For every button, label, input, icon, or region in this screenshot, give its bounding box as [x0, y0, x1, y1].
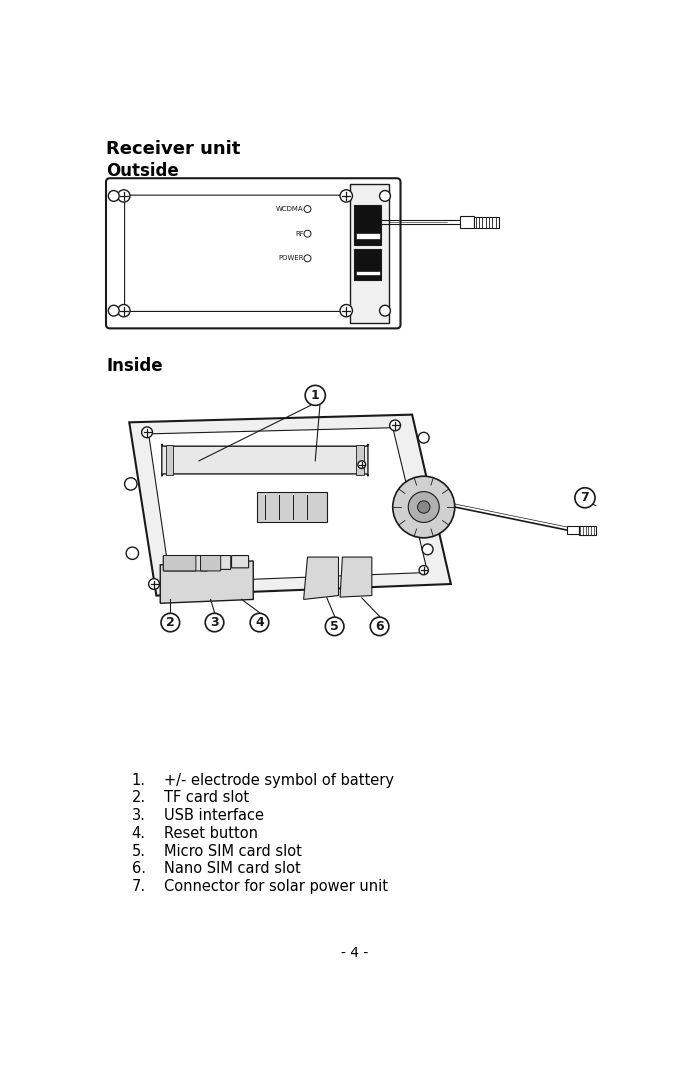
Text: Outside: Outside [106, 162, 179, 181]
FancyBboxPatch shape [106, 178, 401, 329]
Bar [354, 249, 381, 280]
Text: TF card slot: TF card slot [164, 790, 249, 805]
Circle shape [161, 613, 179, 631]
Circle shape [389, 421, 401, 431]
Text: 6: 6 [376, 619, 384, 632]
Circle shape [118, 305, 130, 317]
Circle shape [419, 565, 428, 575]
Text: Micro SIM card slot: Micro SIM card slot [164, 843, 302, 858]
Circle shape [304, 205, 311, 213]
Circle shape [419, 432, 429, 443]
Bar [579, 525, 596, 535]
Circle shape [325, 617, 344, 636]
Text: WCDMA: WCDMA [276, 206, 304, 212]
Circle shape [380, 190, 390, 201]
Circle shape [148, 578, 159, 589]
Text: Inside: Inside [106, 357, 163, 375]
Text: Nano SIM card slot: Nano SIM card slot [164, 862, 301, 877]
Bar [356, 445, 364, 475]
Circle shape [340, 305, 353, 317]
Circle shape [340, 190, 353, 202]
Polygon shape [130, 415, 451, 596]
Circle shape [141, 427, 152, 438]
Bar [474, 216, 499, 227]
Text: 1: 1 [311, 389, 319, 402]
Polygon shape [160, 561, 253, 603]
Text: RF: RF [295, 230, 304, 237]
Bar [567, 526, 579, 534]
Circle shape [205, 613, 224, 631]
Text: POWER: POWER [278, 255, 304, 262]
Polygon shape [304, 557, 338, 600]
Circle shape [575, 488, 595, 508]
Text: USB interface: USB interface [164, 809, 264, 823]
Circle shape [108, 190, 119, 201]
Text: Reset button: Reset button [164, 826, 258, 841]
Text: 1.: 1. [132, 773, 146, 788]
Circle shape [304, 255, 311, 262]
Bar [356, 232, 380, 239]
Circle shape [305, 385, 325, 405]
Text: 5.: 5. [132, 843, 146, 858]
Circle shape [250, 613, 269, 631]
Circle shape [358, 461, 366, 468]
Circle shape [393, 477, 455, 538]
Circle shape [108, 305, 119, 316]
Text: 7.: 7. [132, 879, 146, 894]
Polygon shape [340, 557, 372, 597]
Bar [166, 445, 173, 475]
Text: 3: 3 [210, 616, 219, 629]
Text: 2.: 2. [132, 790, 146, 805]
Circle shape [126, 547, 139, 559]
Bar [354, 205, 381, 245]
Circle shape [118, 190, 130, 202]
Circle shape [422, 544, 433, 555]
Bar [460, 216, 474, 228]
Polygon shape [148, 428, 428, 583]
Text: 4.: 4. [132, 826, 146, 841]
Text: 5: 5 [331, 619, 339, 632]
Circle shape [304, 230, 311, 237]
Text: Connector for solar power unit: Connector for solar power unit [164, 879, 388, 894]
FancyBboxPatch shape [200, 556, 220, 571]
Circle shape [408, 492, 439, 522]
Text: 6.: 6. [132, 862, 146, 877]
Text: - 4 -: - 4 - [341, 946, 369, 960]
Text: Receiver unit: Receiver unit [106, 141, 240, 159]
FancyBboxPatch shape [161, 444, 368, 477]
Text: 2: 2 [166, 616, 175, 629]
Bar [257, 492, 327, 522]
FancyBboxPatch shape [125, 196, 356, 311]
Text: 4: 4 [255, 616, 264, 629]
FancyBboxPatch shape [206, 556, 231, 570]
Circle shape [125, 478, 137, 490]
Circle shape [418, 501, 430, 513]
FancyBboxPatch shape [164, 556, 207, 571]
Bar [356, 270, 380, 276]
Circle shape [370, 617, 389, 636]
FancyBboxPatch shape [164, 556, 196, 571]
Bar [350, 184, 389, 323]
Circle shape [380, 305, 390, 316]
Text: 7: 7 [581, 491, 589, 504]
Text: 3.: 3. [132, 809, 146, 823]
FancyBboxPatch shape [231, 556, 249, 568]
Text: +/- electrode symbol of battery: +/- electrode symbol of battery [164, 773, 394, 788]
